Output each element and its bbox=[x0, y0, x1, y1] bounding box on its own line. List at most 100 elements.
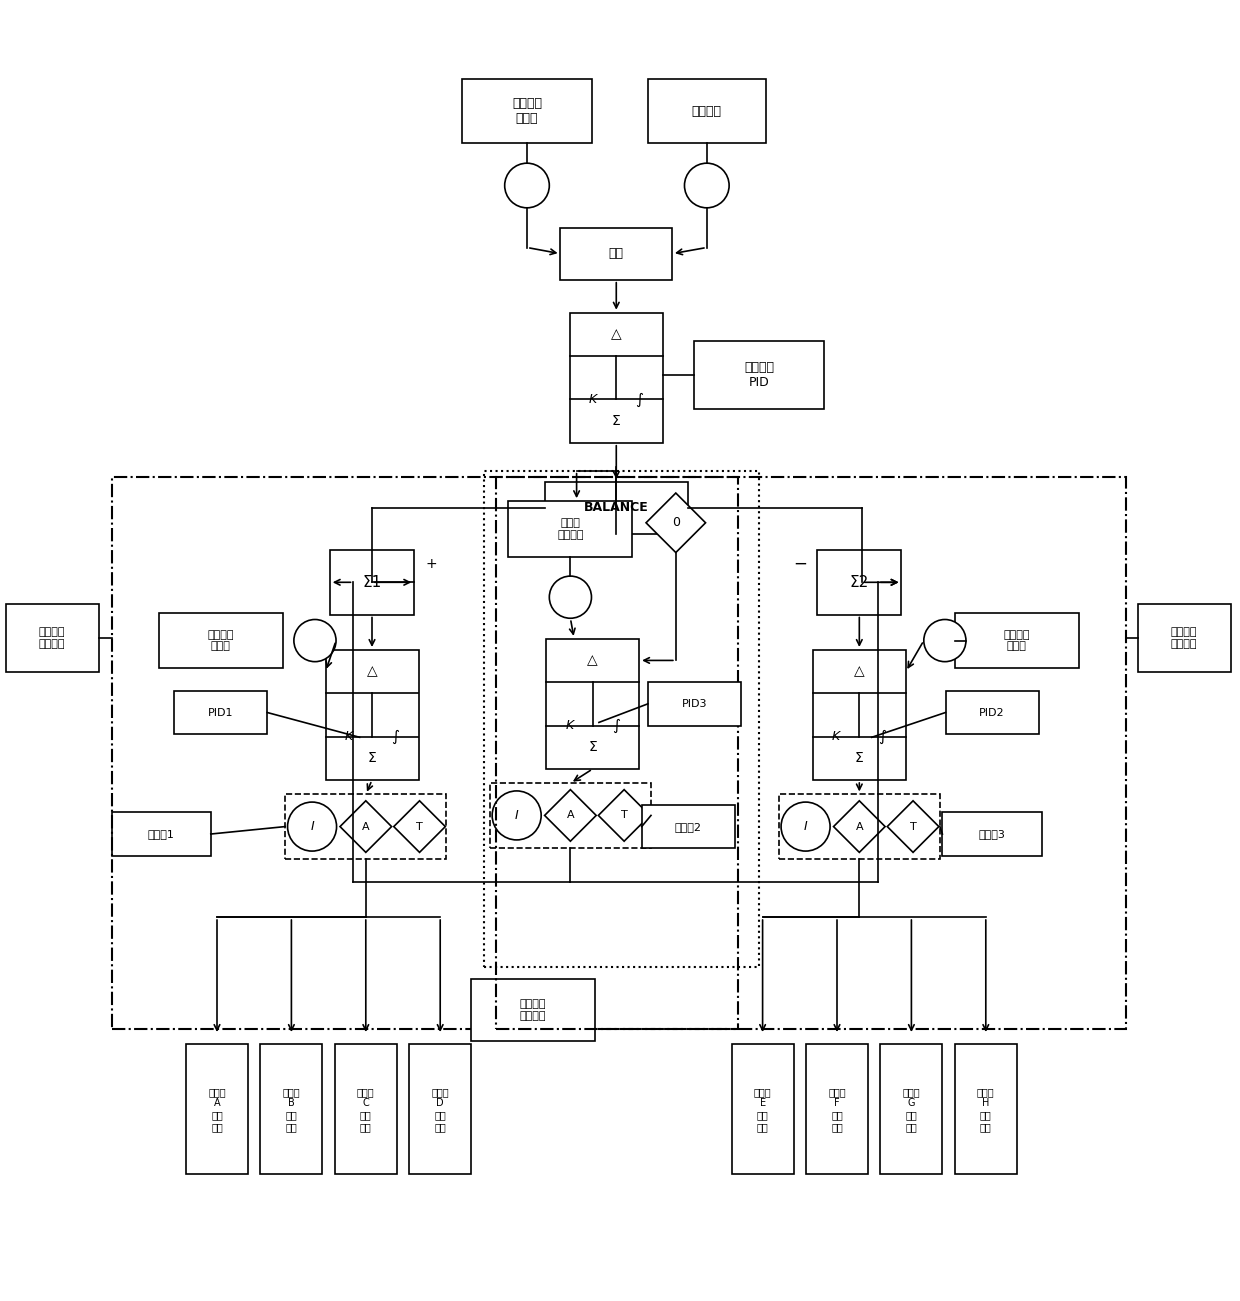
Bar bbox=[955, 1045, 1017, 1175]
Polygon shape bbox=[833, 801, 885, 852]
Bar bbox=[813, 650, 905, 781]
Text: 左侧实际
燃料量: 左侧实际 燃料量 bbox=[207, 630, 234, 652]
Bar bbox=[461, 79, 591, 143]
Text: K: K bbox=[565, 719, 574, 732]
Text: 给煤机
H
燃料
指令: 给煤机 H 燃料 指令 bbox=[977, 1086, 994, 1132]
Text: 给煤机
G
燃料
指令: 给煤机 G 燃料 指令 bbox=[903, 1086, 920, 1132]
Bar bbox=[112, 477, 738, 1029]
Text: A: A bbox=[567, 811, 574, 821]
Text: △: △ bbox=[854, 665, 864, 679]
Bar bbox=[260, 1045, 322, 1175]
Bar bbox=[112, 812, 211, 856]
Text: Σ2: Σ2 bbox=[849, 575, 869, 589]
Text: 手操器1: 手操器1 bbox=[148, 829, 175, 839]
Bar bbox=[647, 79, 765, 143]
Bar bbox=[694, 341, 823, 410]
Bar bbox=[946, 691, 1039, 734]
Text: 温度修正
控制回路: 温度修正 控制回路 bbox=[520, 999, 547, 1021]
Text: 偏差: 偏差 bbox=[609, 247, 624, 260]
Text: K: K bbox=[345, 730, 353, 743]
Bar bbox=[817, 550, 901, 614]
Bar bbox=[471, 980, 595, 1041]
Text: I: I bbox=[804, 820, 807, 833]
Polygon shape bbox=[544, 790, 596, 842]
Text: I: I bbox=[515, 809, 518, 822]
Polygon shape bbox=[394, 801, 445, 852]
Bar bbox=[159, 613, 283, 669]
Text: 主汽压力: 主汽压力 bbox=[692, 104, 722, 117]
Text: 给煤机
E
燃料
指令: 给煤机 E 燃料 指令 bbox=[754, 1086, 771, 1132]
Circle shape bbox=[924, 619, 966, 662]
Circle shape bbox=[549, 576, 591, 618]
Bar bbox=[560, 228, 672, 280]
Text: +: + bbox=[425, 557, 438, 571]
Polygon shape bbox=[340, 801, 392, 852]
Circle shape bbox=[288, 803, 336, 851]
Text: BALANCE: BALANCE bbox=[584, 501, 649, 514]
Text: T: T bbox=[417, 821, 423, 831]
Text: ∫: ∫ bbox=[392, 729, 399, 744]
Polygon shape bbox=[646, 493, 706, 553]
Circle shape bbox=[492, 791, 541, 840]
Text: PID2: PID2 bbox=[980, 708, 1004, 717]
Bar bbox=[490, 783, 651, 848]
Circle shape bbox=[294, 619, 336, 662]
Text: ∫: ∫ bbox=[636, 392, 644, 407]
Text: 给煤机
C
燃料
指令: 给煤机 C 燃料 指令 bbox=[357, 1086, 374, 1132]
Text: PID3: PID3 bbox=[682, 699, 707, 709]
Bar bbox=[942, 812, 1042, 856]
Bar bbox=[806, 1045, 868, 1175]
Text: 右侧实际
燃料量: 右侧实际 燃料量 bbox=[1003, 630, 1030, 652]
Circle shape bbox=[781, 803, 830, 851]
Text: ∫: ∫ bbox=[879, 729, 887, 744]
Text: ∫: ∫ bbox=[613, 718, 620, 732]
Bar bbox=[649, 682, 742, 726]
Text: PID1: PID1 bbox=[208, 708, 233, 717]
Bar bbox=[330, 550, 414, 614]
Bar bbox=[174, 691, 267, 734]
Text: Σ: Σ bbox=[588, 740, 598, 755]
Bar bbox=[546, 481, 687, 533]
Text: △: △ bbox=[588, 653, 598, 667]
Text: 左侧燃料
控制回路: 左侧燃料 控制回路 bbox=[38, 627, 66, 649]
Bar bbox=[335, 1045, 397, 1175]
Text: 手操器3: 手操器3 bbox=[978, 829, 1006, 839]
Text: 手操器2: 手操器2 bbox=[675, 821, 702, 831]
Text: A: A bbox=[362, 821, 370, 831]
Bar bbox=[546, 639, 640, 769]
Bar bbox=[1138, 604, 1230, 673]
Text: Σ: Σ bbox=[611, 414, 621, 428]
Bar bbox=[325, 650, 419, 781]
Text: 给煤机
A
燃料
指令: 给煤机 A 燃料 指令 bbox=[208, 1086, 226, 1132]
Bar bbox=[569, 312, 662, 442]
Text: 0: 0 bbox=[672, 516, 680, 530]
Bar bbox=[779, 795, 940, 859]
Text: 左右侧
床温偏差: 左右侧 床温偏差 bbox=[557, 518, 584, 540]
Polygon shape bbox=[888, 801, 939, 852]
Text: △: △ bbox=[611, 328, 621, 341]
Text: 给煤机
D
燃料
指令: 给煤机 D 燃料 指令 bbox=[432, 1086, 449, 1132]
Bar bbox=[285, 795, 446, 859]
Text: T: T bbox=[910, 821, 916, 831]
Text: 锅炉主控
PID: 锅炉主控 PID bbox=[744, 362, 774, 389]
Text: K: K bbox=[832, 730, 841, 743]
Bar bbox=[642, 805, 734, 848]
Bar bbox=[409, 1045, 471, 1175]
Bar bbox=[732, 1045, 794, 1175]
Circle shape bbox=[505, 163, 549, 208]
Text: −: − bbox=[792, 554, 807, 572]
Text: K: K bbox=[589, 393, 598, 406]
Text: Σ1: Σ1 bbox=[362, 575, 382, 589]
Polygon shape bbox=[599, 790, 650, 842]
Circle shape bbox=[684, 163, 729, 208]
Bar bbox=[880, 1045, 942, 1175]
Text: A: A bbox=[856, 821, 863, 831]
Bar bbox=[508, 501, 632, 557]
Text: 主汽压力
设定值: 主汽压力 设定值 bbox=[512, 98, 542, 125]
Text: 给煤机
F
燃料
指令: 给煤机 F 燃料 指令 bbox=[828, 1086, 846, 1132]
Text: 右侧燃料
控制回路: 右侧燃料 控制回路 bbox=[1171, 627, 1198, 649]
Bar bbox=[6, 604, 99, 673]
Text: I: I bbox=[310, 820, 314, 833]
Text: T: T bbox=[621, 811, 627, 821]
Text: Σ: Σ bbox=[367, 752, 377, 765]
